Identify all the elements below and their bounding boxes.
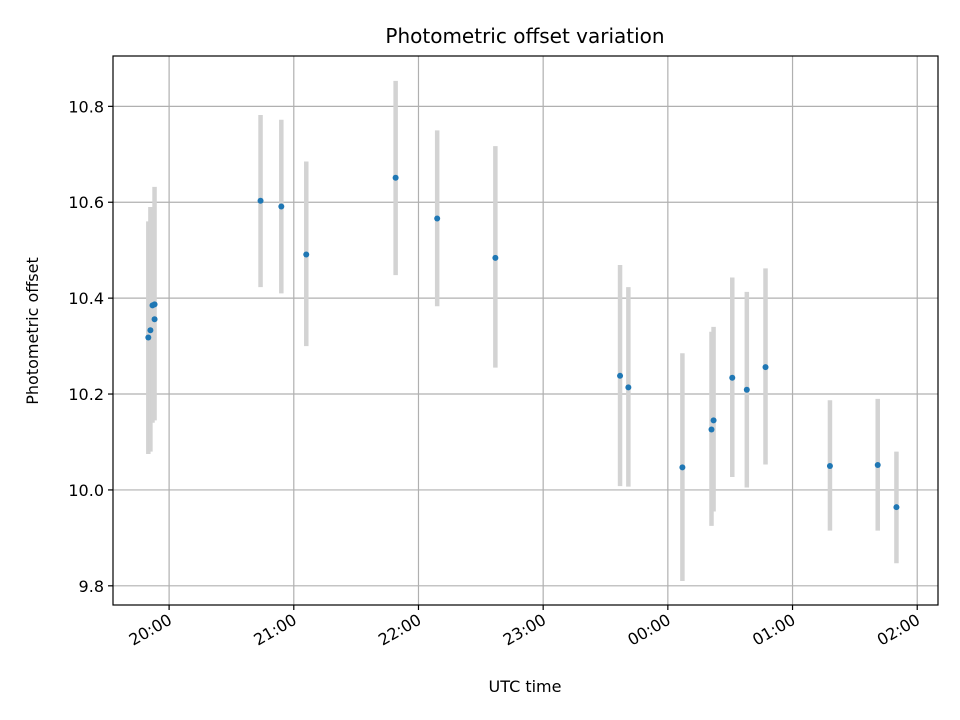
x-axis-label: UTC time bbox=[489, 677, 562, 696]
chart-title: Photometric offset variation bbox=[385, 24, 664, 48]
data-point bbox=[729, 374, 736, 381]
y-tick-label: 9.8 bbox=[79, 577, 104, 596]
error-bars bbox=[146, 80, 899, 582]
data-point bbox=[617, 372, 624, 379]
y-axis-ticks: 9.8 10.0 10.2 10.4 10.6 10.8 bbox=[68, 97, 113, 596]
data-point bbox=[145, 334, 152, 341]
y-tick-label: 10.4 bbox=[68, 289, 104, 308]
data-point bbox=[679, 464, 686, 471]
data-point bbox=[743, 386, 750, 393]
y-tick-label: 10.2 bbox=[68, 385, 104, 404]
y-tick-label: 10.0 bbox=[68, 481, 104, 500]
data-point bbox=[147, 327, 154, 334]
x-tick-label: 01:00 bbox=[749, 610, 798, 650]
data-point bbox=[151, 316, 158, 323]
data-point bbox=[257, 197, 264, 204]
data-point bbox=[826, 462, 833, 469]
y-axis-label: Photometric offset bbox=[23, 257, 42, 405]
y-tick-label: 10.6 bbox=[68, 193, 104, 212]
grid bbox=[113, 56, 938, 605]
data-point bbox=[710, 417, 717, 424]
x-tick-label: 02:00 bbox=[874, 610, 923, 650]
data-points bbox=[145, 174, 900, 511]
data-point bbox=[762, 364, 769, 371]
data-point bbox=[303, 251, 310, 258]
x-tick-label: 22:00 bbox=[375, 610, 424, 650]
data-point bbox=[434, 215, 441, 222]
x-axis-ticks: 20:00 21:00 22:00 23:00 00:00 01:00 02:00 bbox=[126, 605, 923, 650]
data-point bbox=[151, 301, 158, 308]
data-point bbox=[392, 174, 399, 181]
x-tick-label: 00:00 bbox=[624, 610, 673, 650]
data-point bbox=[492, 254, 499, 261]
data-point bbox=[625, 384, 632, 391]
x-tick-label: 23:00 bbox=[500, 610, 549, 650]
x-tick-label: 21:00 bbox=[250, 610, 299, 650]
data-point bbox=[893, 504, 900, 511]
plot-area-frame bbox=[112, 55, 939, 606]
data-point bbox=[708, 426, 715, 433]
y-tick-label: 10.8 bbox=[68, 97, 104, 116]
data-point bbox=[278, 203, 285, 210]
x-tick-label: 20:00 bbox=[126, 610, 175, 650]
data-point bbox=[874, 461, 881, 468]
